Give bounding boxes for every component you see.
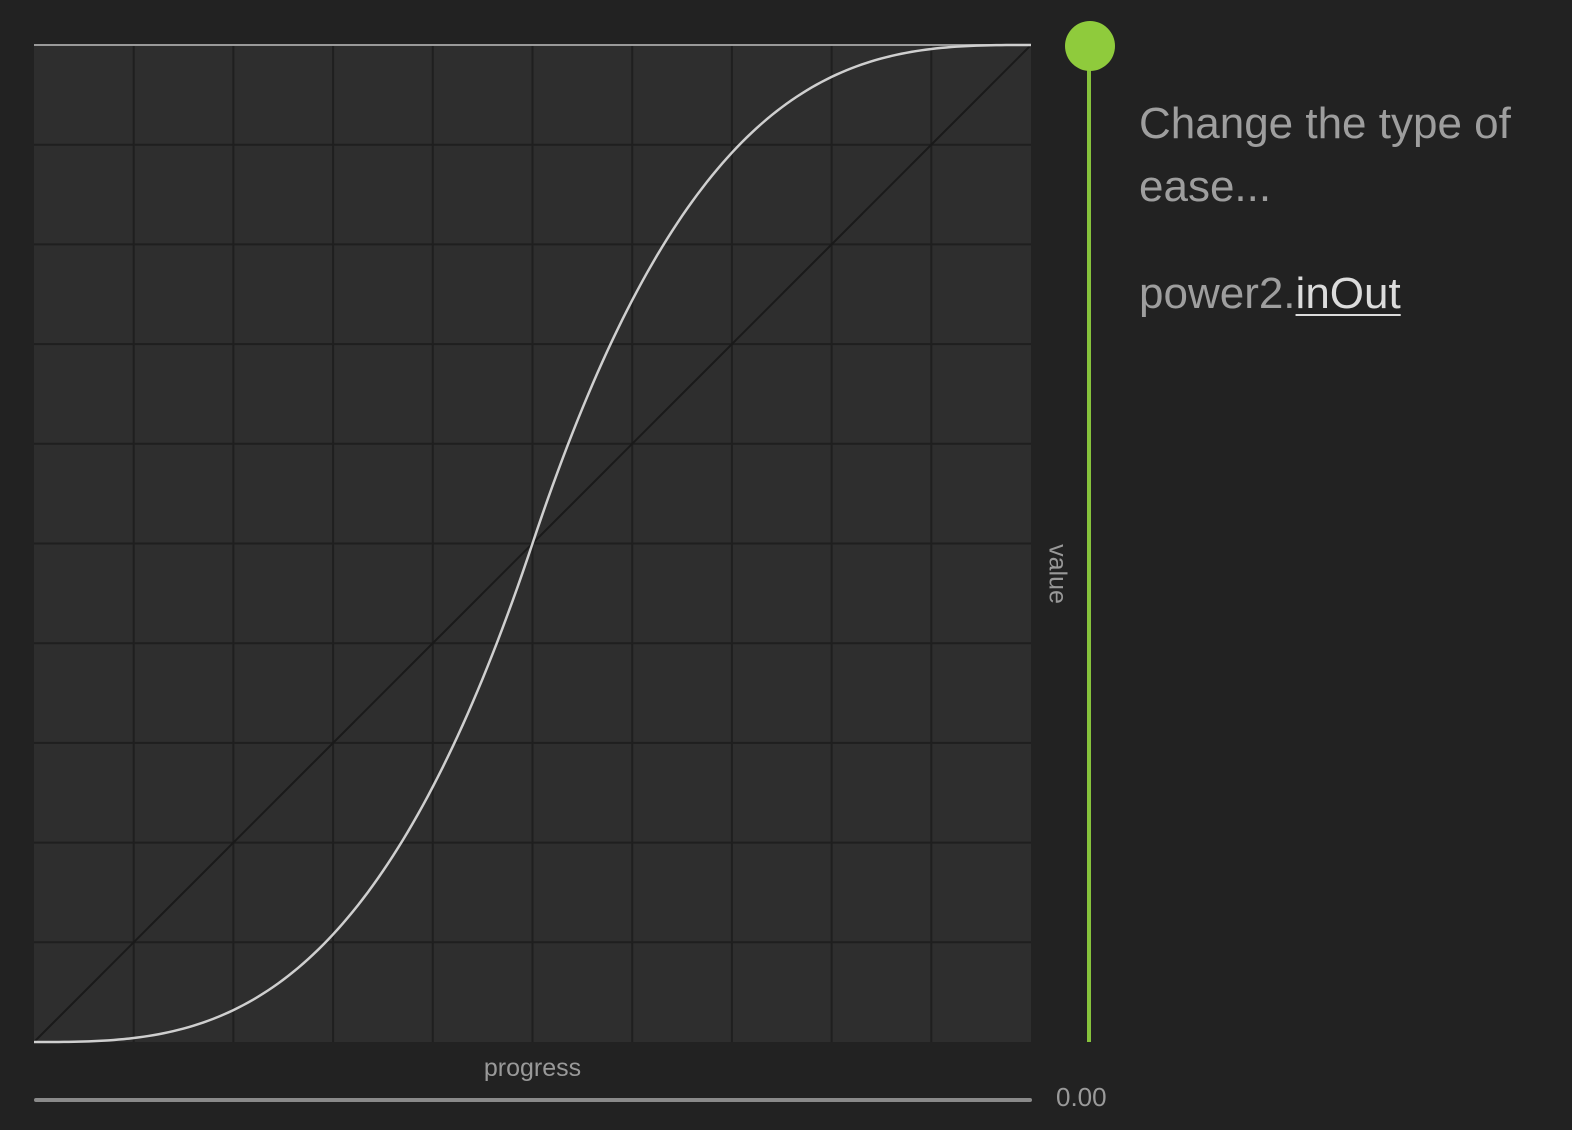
value-slider-track[interactable] (1087, 46, 1091, 1042)
ease-prompt: Change the type of ease... (1139, 99, 1511, 211)
progress-slider[interactable] (34, 1098, 1032, 1102)
ease-curve (34, 43, 1031, 1044)
ease-name: power2.inOut (1139, 262, 1401, 325)
ease-prefix: power2. (1139, 269, 1296, 318)
value-slider-handle[interactable] (1065, 21, 1115, 71)
progress-readout: 0.00 (1056, 1082, 1107, 1112)
progress-axis-label: progress (483, 1054, 582, 1082)
ease-type-link[interactable]: inOut (1295, 269, 1401, 318)
value-axis-label: value (1043, 544, 1072, 604)
